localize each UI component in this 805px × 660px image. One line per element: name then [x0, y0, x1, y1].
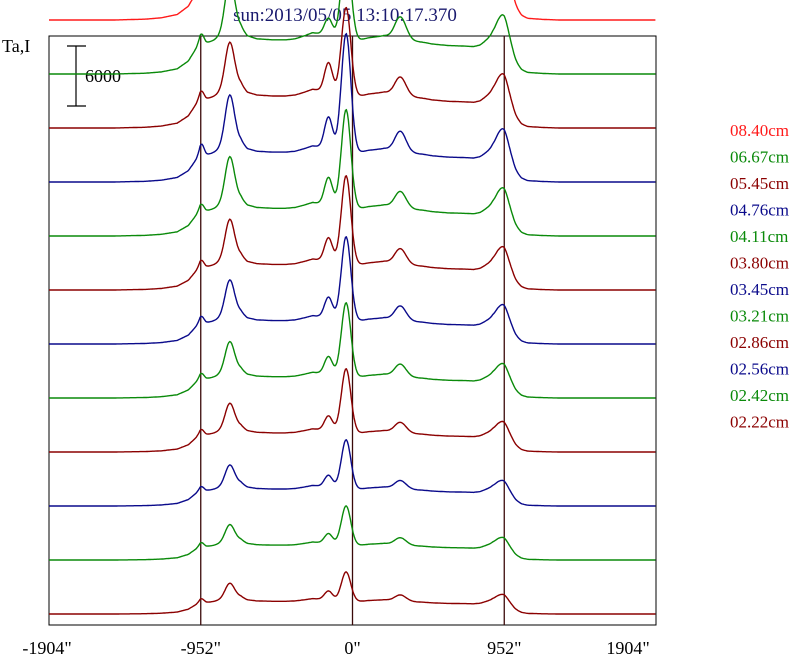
series-line-04.76cm: [49, 32, 656, 183]
legend-entry: 06.67cm: [730, 148, 789, 167]
legend-entry: 03.21cm: [730, 307, 789, 326]
series-line-03.21cm: [49, 301, 656, 399]
series-line-03.80cm: [49, 174, 656, 291]
x-tick-label: 0": [344, 638, 360, 658]
x-tick-label: -952": [181, 638, 221, 658]
series-line-02.42cm: [49, 505, 656, 561]
series-lines: [49, 0, 656, 615]
y-axis-label: Ta,I: [2, 36, 30, 56]
x-tick-label: 1904": [606, 638, 649, 658]
scale-bar: 6000: [67, 45, 121, 107]
x-tick-label: 952": [487, 638, 521, 658]
legend-entry: 04.11cm: [730, 227, 788, 246]
series-line-05.45cm: [49, 6, 656, 129]
legend-entry: 02.42cm: [730, 386, 789, 405]
x-tick-labels: -1904" -952" 0" 952" 1904": [22, 638, 649, 658]
scale-bar-label: 6000: [85, 66, 121, 86]
legend-entry: 04.76cm: [730, 201, 789, 220]
series-line-02.56cm: [49, 439, 656, 507]
reference-lines: [200, 36, 505, 625]
legend-entry: 08.40cm: [730, 121, 789, 140]
legend: 08.40cm 06.67cm 05.45cm 04.76cm 04.11cm 03.80…: [730, 121, 789, 432]
series-line-08.40cm: [49, 0, 656, 21]
legend-entry: 02.86cm: [730, 333, 789, 352]
legend-entry: 02.56cm: [730, 360, 789, 379]
series-line-02.86cm: [49, 368, 656, 453]
series-line-04.11cm: [49, 108, 656, 237]
chart-title: sun:2013/05/05 13:10:17.370: [233, 5, 457, 26]
legend-entry: 03.80cm: [730, 254, 789, 273]
legend-entry: 05.45cm: [730, 174, 789, 193]
series-line-03.45cm: [49, 235, 656, 345]
series-line-06.67cm: [49, 0, 656, 75]
x-tick-label: -1904": [22, 638, 71, 658]
series-line-02.22cm: [49, 571, 656, 615]
legend-entry: 02.22cm: [730, 413, 789, 432]
legend-entry: 03.45cm: [730, 280, 789, 299]
